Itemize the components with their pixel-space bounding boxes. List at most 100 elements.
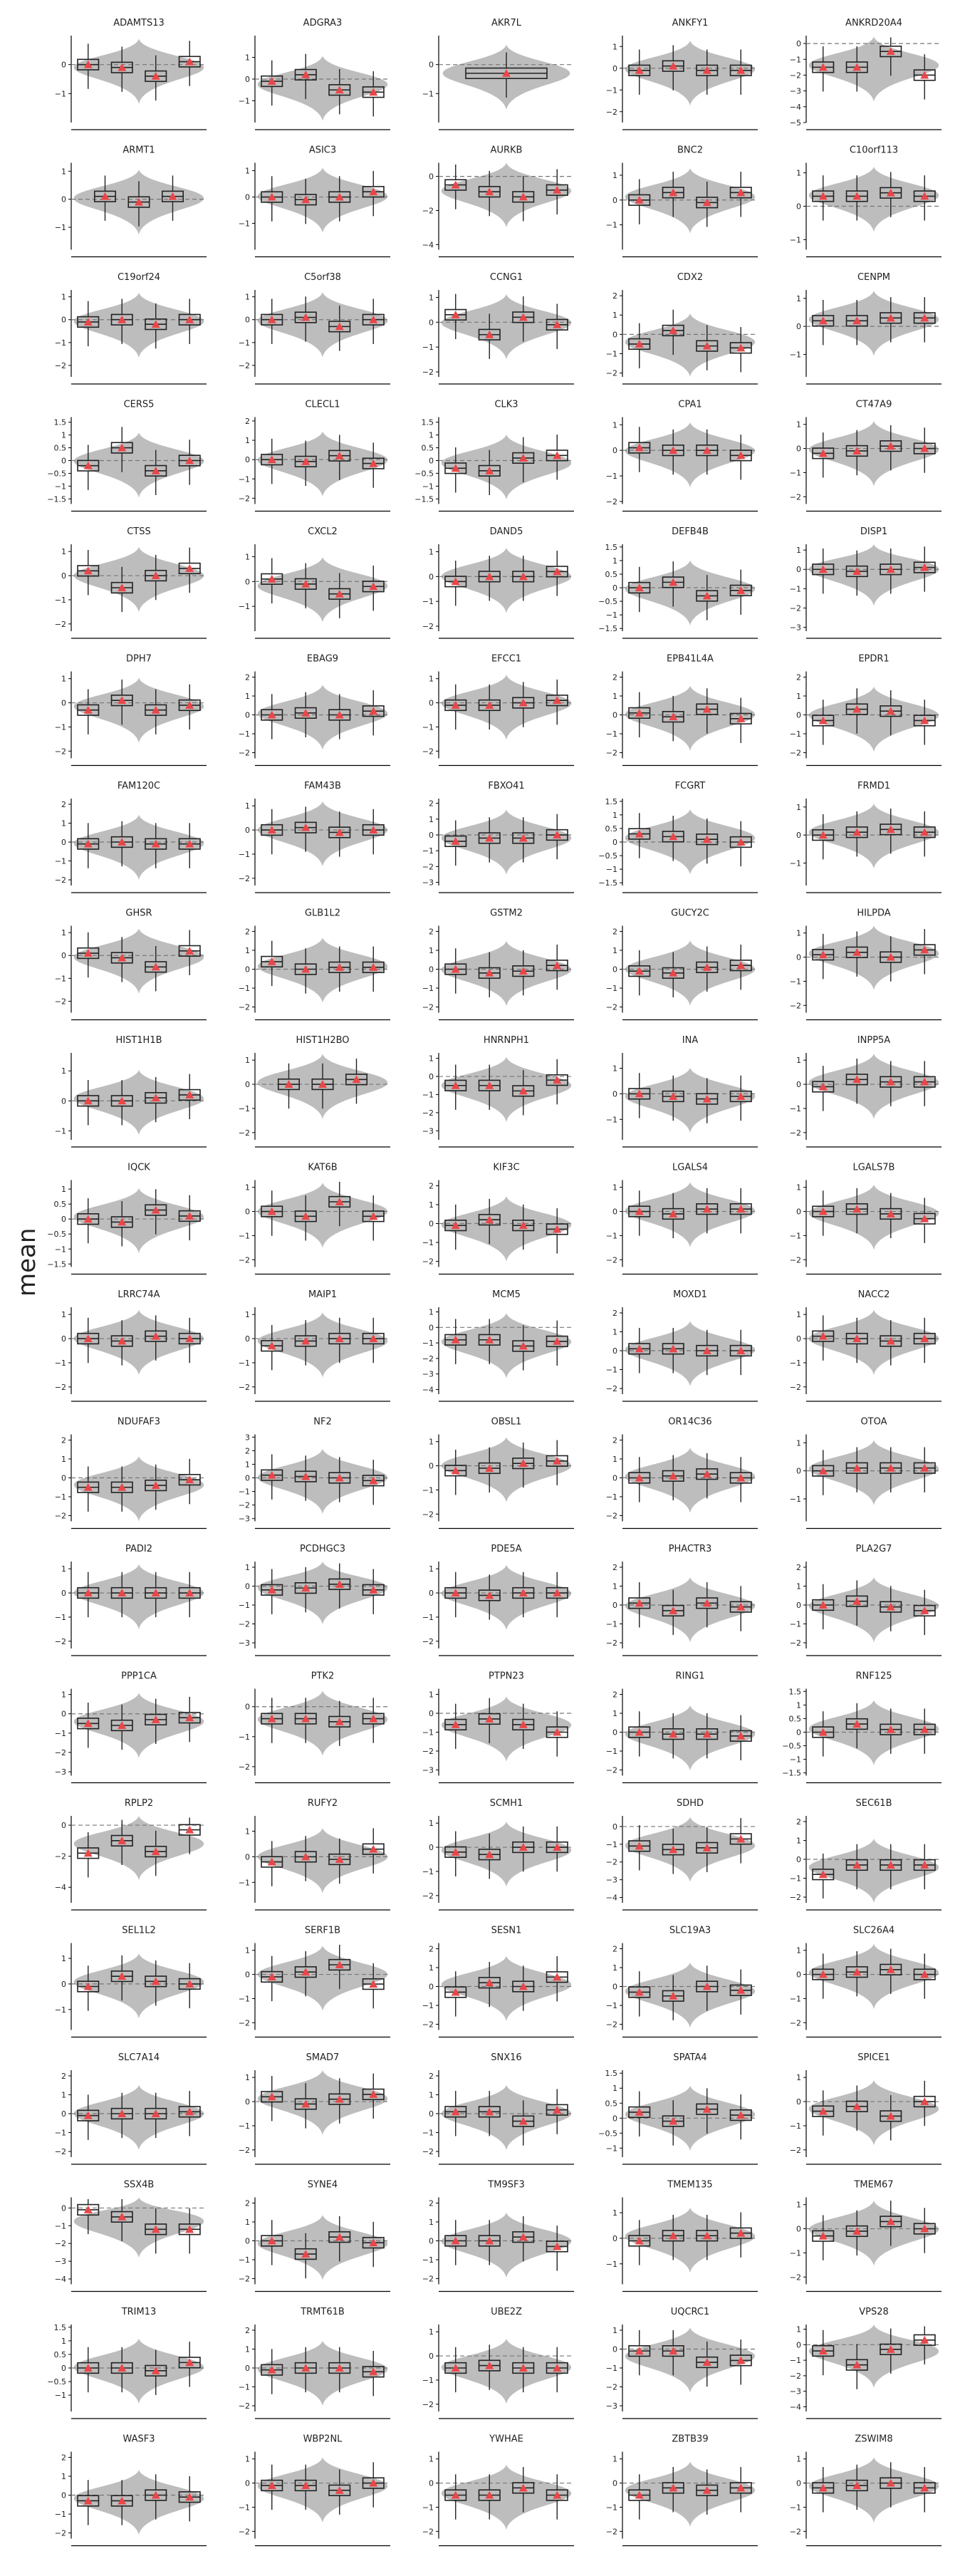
box-group — [178, 41, 201, 86]
box-group — [77, 1832, 100, 1878]
box-group — [512, 1442, 535, 1488]
y-tick-label: −1 — [422, 1485, 434, 1495]
box-group — [362, 946, 385, 992]
panel-title: KIF3C — [493, 1163, 519, 1173]
mean-marker — [920, 2483, 929, 2492]
box-group — [628, 1971, 651, 2017]
violin-shape — [625, 1067, 756, 1133]
y-tick-label: 0 — [61, 2364, 66, 2373]
mean-marker — [920, 1860, 929, 1869]
mean-marker — [151, 1715, 160, 1723]
box-group — [145, 1315, 167, 1361]
y-tick-label: 2 — [61, 1435, 66, 1445]
y-tick-label: 0 — [61, 951, 66, 960]
violin-shape — [625, 313, 756, 377]
y-tick-label: −1 — [239, 474, 250, 484]
y-tick-label: 1 — [245, 2073, 250, 2082]
y-tick-label: 1 — [61, 1185, 66, 1194]
mean-marker — [852, 446, 862, 455]
violin-shape — [73, 1564, 204, 1630]
box-group — [178, 823, 201, 868]
y-tick-label: −2 — [606, 2527, 617, 2536]
y-tick-label: −2 — [422, 1510, 434, 1519]
y-tick-label: 1 — [796, 803, 801, 812]
mean-marker — [518, 967, 528, 975]
panel-title: SLC7A14 — [118, 2052, 160, 2063]
y-tick-label: −1 — [422, 343, 434, 352]
box-group — [145, 946, 167, 992]
mean-marker — [736, 961, 746, 970]
y-tick-label: 1 — [796, 1582, 801, 1591]
mean-marker — [369, 1980, 378, 1988]
violin-shape — [73, 546, 204, 613]
panel-title: SEL1L2 — [122, 1926, 156, 1936]
box-group — [729, 2094, 752, 2140]
mean-marker — [518, 313, 528, 321]
mean-marker — [83, 1719, 93, 1728]
y-tick-label: −2 — [606, 1384, 617, 1393]
mean-marker — [151, 839, 160, 848]
violin-shape — [625, 1962, 756, 2028]
box-group — [178, 1572, 201, 1618]
mean-marker — [818, 1207, 828, 1215]
mean-marker — [369, 187, 378, 196]
y-tick-label: −1 — [606, 729, 617, 739]
box-group — [512, 296, 535, 342]
box-group — [628, 1582, 651, 1628]
y-tick-label: 1 — [612, 1183, 617, 1193]
y-tick-label: −0.5 — [782, 1742, 801, 1751]
y-tick-label: −1 — [790, 584, 801, 593]
box-group — [478, 2220, 501, 2265]
panel-cenpm: CENPM−101 — [790, 272, 941, 385]
box-group — [662, 1193, 684, 1239]
y-tick-label: −1 — [239, 219, 250, 229]
box-group — [478, 2344, 501, 2390]
violin-shape — [808, 166, 939, 232]
y-tick-label: −1 — [790, 729, 801, 739]
y-tick-label: 0 — [612, 2114, 617, 2123]
box-group — [110, 1320, 133, 1366]
box-group — [812, 2090, 835, 2136]
mean-marker — [818, 1970, 828, 1978]
y-tick-label: 1 — [429, 547, 434, 556]
mean-marker — [518, 1341, 528, 1350]
y-tick-label: 0 — [796, 2097, 801, 2107]
mean-marker — [635, 2347, 644, 2355]
mean-marker — [451, 2364, 460, 2372]
violin-shape — [257, 2215, 388, 2280]
y-tick-label: 1 — [429, 1308, 434, 1317]
y-tick-label: 2 — [429, 799, 434, 809]
mean-marker — [369, 1212, 378, 1220]
y-tick-label: −1 — [55, 722, 66, 732]
y-tick-label: 0 — [796, 953, 801, 962]
mean-marker — [369, 582, 378, 591]
y-tick-label: −1 — [55, 482, 66, 491]
box-group — [345, 1058, 368, 1104]
violin-shape — [441, 2084, 572, 2151]
mean-marker — [553, 1728, 562, 1736]
panel-title: CXCL2 — [308, 526, 338, 537]
panel-spata4: SPATA4−1−0.500.511.5 — [598, 2052, 758, 2165]
y-tick-label: 2 — [245, 2326, 250, 2335]
mean-marker — [886, 1602, 895, 1611]
mean-marker — [818, 1082, 828, 1091]
mean-marker — [635, 2107, 644, 2116]
mean-marker — [451, 1988, 460, 1996]
box-group — [145, 1076, 167, 1123]
box-group — [362, 809, 385, 855]
box-group — [845, 931, 868, 977]
mean-marker — [518, 1086, 528, 1095]
panel-title: UQCRC1 — [671, 2307, 710, 2317]
mean-marker — [369, 315, 378, 323]
violin-shape — [808, 803, 939, 869]
violin-shape — [441, 940, 572, 1007]
y-tick-label: 1 — [796, 1836, 801, 1845]
y-tick-label: 2 — [612, 1435, 617, 1445]
y-tick-label: −1 — [55, 1359, 66, 1368]
mean-marker — [83, 949, 93, 957]
box-group — [512, 2216, 535, 2262]
box-group — [294, 1698, 317, 1743]
y-tick-label: 1 — [245, 1563, 250, 1572]
mean-marker — [451, 577, 460, 586]
